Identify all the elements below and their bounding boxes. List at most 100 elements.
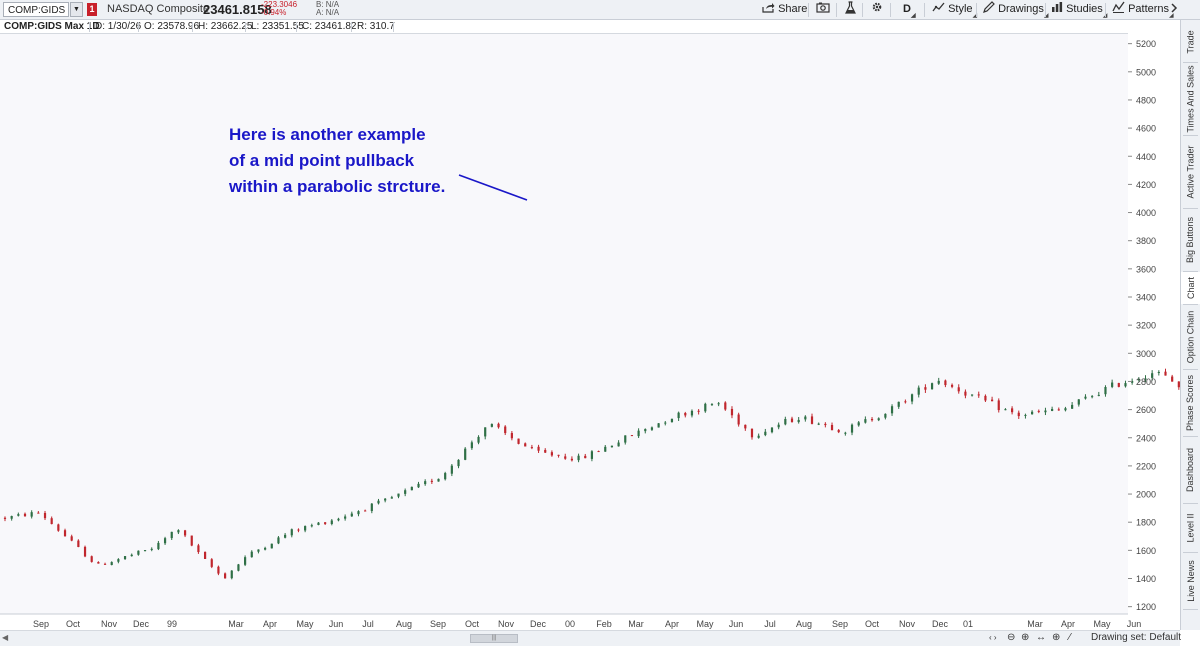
side-tab-option-chain[interactable]: Option Chain [1181,305,1200,369]
symbol-input[interactable]: COMP:GIDS [3,2,69,17]
side-tab-trade[interactable]: Trade [1181,22,1200,62]
side-tab-big-buttons[interactable]: Big Buttons [1181,209,1200,271]
scroll-left-arrow-icon[interactable]: ◀ [2,633,9,642]
candle-body [357,511,360,515]
y-tick-label: 3000 [1136,349,1156,359]
side-tab-active-trader[interactable]: Active Trader [1181,136,1200,208]
info-divider [393,22,394,32]
candle [930,382,934,390]
candle-body [690,410,694,416]
price-chart[interactable]: 1200 1400 1600 1800 2000 2200 2400 2600 2800 3000… [0,34,1180,630]
x-tick-label: 00 [565,619,575,629]
x-tick-label: Apr [263,619,277,629]
screenshot-button[interactable] [816,0,830,19]
zoom-out-icon[interactable]: ⊖ [1007,632,1016,643]
side-tab-label: Option Chain [1185,310,1196,364]
side-tab-live-news[interactable]: Live News [1181,553,1200,609]
side-tab-divider [1183,304,1198,305]
side-tab-times-and-sales[interactable]: Times And Sales [1181,63,1200,135]
period-label: D [903,3,911,15]
candle [284,532,287,539]
pan-icon[interactable]: ↔ [1036,632,1046,643]
scroll-arrows-icon[interactable]: ‹ › [989,633,997,642]
candle [884,413,887,420]
x-tick-label: Oct [465,619,480,629]
candle-body [1024,414,1027,416]
candle-body [1111,382,1114,387]
candle [704,402,707,413]
instrument-name: NASDAQ Composite [107,3,210,15]
candle [630,435,634,437]
candle-body [304,526,307,531]
share-button[interactable]: Share [762,0,807,19]
side-tab-chart[interactable]: Chart [1181,272,1200,304]
candle [850,423,854,436]
candle-body [810,416,814,424]
chevron-down-icon: ◢ [1043,13,1049,19]
candle [817,422,820,426]
studies-label: Studies [1066,3,1103,15]
drawing-set-label[interactable]: Drawing set: Default [1091,632,1182,643]
candle-body [517,438,520,444]
scrollbar-thumb[interactable]: ||| [470,634,518,643]
info-open: O: 23578.96 [144,21,200,32]
zoom-in-icon[interactable]: ⊕ [1021,632,1030,643]
info-divider [138,22,139,32]
patterns-label: Patterns [1128,3,1170,15]
candle [837,428,840,434]
candle-body [684,412,687,416]
candle [864,416,867,424]
candle [964,389,967,399]
period-button[interactable]: D◢ [903,0,916,19]
lab-button[interactable] [845,0,856,19]
candle-body [1104,387,1107,395]
style-button[interactable]: Style◢ [932,0,977,19]
side-tab-label: Live News [1185,560,1196,602]
candle-body [1037,410,1040,412]
drawings-button[interactable]: Drawings◢ [983,0,1049,19]
candle [277,536,280,545]
candle [744,424,747,431]
candle [310,523,313,528]
bid-ask: B: N/A A: N/A [316,1,339,20]
candle-body [537,446,540,451]
candle-body [43,512,47,519]
candle-body [1151,373,1154,378]
candle-body [564,456,567,459]
candle [377,498,380,505]
candle-body [183,530,187,536]
alert-flag-badge[interactable]: 1 [87,3,97,16]
candle [477,435,480,445]
candle-body [770,427,774,433]
collapse-button[interactable] [1170,0,1178,19]
patterns-icon [1112,1,1125,13]
toolbar-divider [808,3,809,17]
crosshair-icon[interactable]: ⊕ [1052,632,1061,643]
y-tick-label: 1800 [1136,518,1156,528]
candle [417,481,420,488]
side-tab-level-ii[interactable]: Level II [1181,504,1200,552]
time-scrollbar[interactable]: ◀ ||| [0,630,985,646]
candle [264,546,267,551]
candle-body [177,530,180,533]
side-tab-dashboard[interactable]: Dashboard [1181,437,1200,503]
candles-group [3,368,1180,580]
candle-body [664,422,667,424]
candle [1164,368,1167,376]
candle [1010,406,1014,415]
candle-body [50,518,53,525]
side-tab-phase-scores[interactable]: Phase Scores [1181,370,1200,436]
candle [810,413,814,425]
patterns-button[interactable]: Patterns◢ [1112,0,1174,19]
x-tick-label: 99 [167,619,177,629]
symbol-dropdown-button[interactable]: ▼ [70,2,83,17]
candle-body [297,529,300,531]
candle [330,518,333,526]
candle [410,486,413,491]
chevron-down-icon: ◢ [972,13,978,19]
draw-line-icon[interactable]: ⁄ [1069,632,1071,643]
x-tick-label: Sep [430,619,446,629]
studies-button[interactable]: Studies◢ [1051,0,1107,19]
candle-body [850,424,854,433]
settings-button[interactable] [871,0,883,19]
